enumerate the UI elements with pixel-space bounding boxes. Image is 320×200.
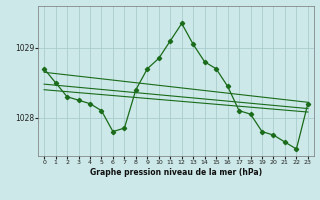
X-axis label: Graphe pression niveau de la mer (hPa): Graphe pression niveau de la mer (hPa) — [90, 168, 262, 177]
